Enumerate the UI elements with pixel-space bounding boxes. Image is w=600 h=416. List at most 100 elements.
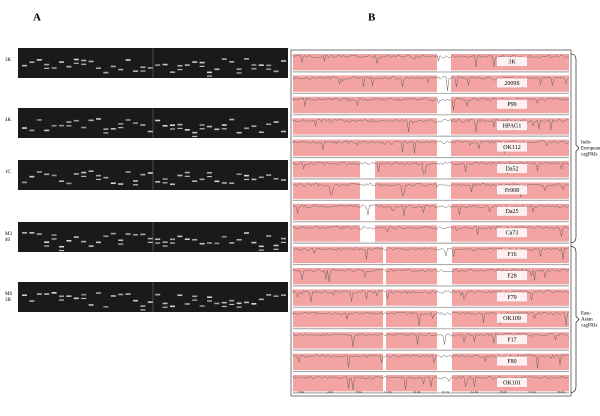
gel-band [29, 300, 35, 302]
gel-band [221, 305, 227, 308]
gel-band [118, 68, 124, 71]
row-label-box [497, 164, 527, 173]
gel-band [147, 301, 153, 303]
row-gap [360, 181, 375, 200]
row-gap [449, 374, 452, 393]
gel-band [44, 63, 50, 66]
gel-label: 40 [5, 238, 11, 243]
row-label-box [497, 185, 527, 195]
gel-band [170, 242, 175, 244]
gel-band [199, 61, 205, 64]
row-gap [360, 224, 375, 243]
row-label-box [497, 57, 527, 66]
gel-band [110, 232, 116, 235]
gel-band [96, 178, 101, 181]
gel-band [96, 118, 101, 120]
row-gap [449, 309, 452, 329]
gel-band [229, 61, 235, 63]
gel-band [199, 124, 205, 126]
row-label-box [497, 78, 527, 88]
gel-band [44, 293, 50, 295]
gel-band [273, 244, 279, 247]
row-gap [437, 224, 451, 243]
row-gap [383, 374, 386, 393]
gel-band [244, 232, 249, 234]
gel-band [229, 182, 235, 185]
row-label-box [497, 249, 527, 259]
gel-band [184, 303, 190, 305]
gel-band [177, 64, 183, 67]
gel-band [266, 235, 272, 237]
row-label: F80 [507, 359, 516, 365]
gel-band [214, 302, 220, 305]
gel-label: 1C [5, 170, 12, 175]
gel-band [214, 180, 220, 183]
row-label: OK109 [503, 316, 521, 322]
gel-band [140, 173, 146, 176]
row-gap [437, 160, 451, 179]
gel-band [244, 127, 249, 130]
gel-band [155, 293, 161, 296]
gel-band [170, 71, 175, 73]
gel-band [184, 238, 190, 241]
gel-band [88, 304, 94, 306]
gel-band [118, 239, 124, 242]
gel-band [221, 124, 227, 126]
gel-band [207, 242, 212, 244]
identity-profile [292, 375, 570, 391]
row-label-box [497, 121, 527, 131]
gel-band [155, 242, 161, 244]
gel-band [251, 64, 257, 66]
gel-band [133, 234, 138, 236]
gel-band [96, 67, 101, 70]
gel-band [88, 60, 94, 63]
identity-profile [292, 311, 570, 326]
gel-band [162, 302, 168, 305]
gel-label: M3 [5, 232, 12, 237]
gel-band [59, 61, 64, 63]
gel-band [162, 245, 168, 247]
gel-band [281, 241, 286, 243]
gel-band [66, 65, 72, 68]
alignment-frame [290, 49, 572, 397]
gel-band [273, 177, 279, 180]
group-bracket [570, 246, 580, 393]
gel-band [29, 232, 35, 234]
gel-band [140, 309, 146, 311]
gel-band [177, 294, 183, 297]
gel-band [258, 245, 264, 248]
gel-band [96, 174, 101, 177]
gel-band [184, 175, 190, 177]
gel-band [73, 119, 79, 122]
gel-band [199, 305, 205, 307]
gel-band [155, 119, 161, 122]
gel-band [59, 299, 64, 301]
identity-profile [292, 289, 570, 303]
row-label-box [497, 313, 527, 323]
gel-band [36, 293, 42, 295]
row-label: Da52 [506, 166, 519, 172]
gel-band [170, 305, 175, 308]
gel-band [221, 301, 227, 304]
gel-band [81, 293, 87, 296]
identity-profile [292, 354, 570, 369]
gel-band [96, 292, 101, 294]
row-gap [360, 160, 375, 179]
axis-tick-label: 28.0k [499, 390, 507, 394]
axis-tick-label: 16.0k [413, 390, 421, 394]
gel-band [244, 58, 249, 60]
gel-band [103, 128, 109, 130]
row-label: HPAG1 [503, 124, 522, 130]
gel-band [29, 61, 35, 64]
gel-label: M6 [5, 292, 12, 297]
gel-band [184, 64, 190, 66]
gel-band [162, 124, 168, 127]
gel-band [207, 175, 212, 178]
gel-band [103, 71, 109, 74]
gel-band [51, 238, 57, 240]
gel-band [177, 235, 183, 238]
gel-band [192, 295, 198, 298]
gel-band [22, 232, 27, 234]
group-bracket [570, 53, 580, 243]
row-label-box [497, 292, 527, 302]
